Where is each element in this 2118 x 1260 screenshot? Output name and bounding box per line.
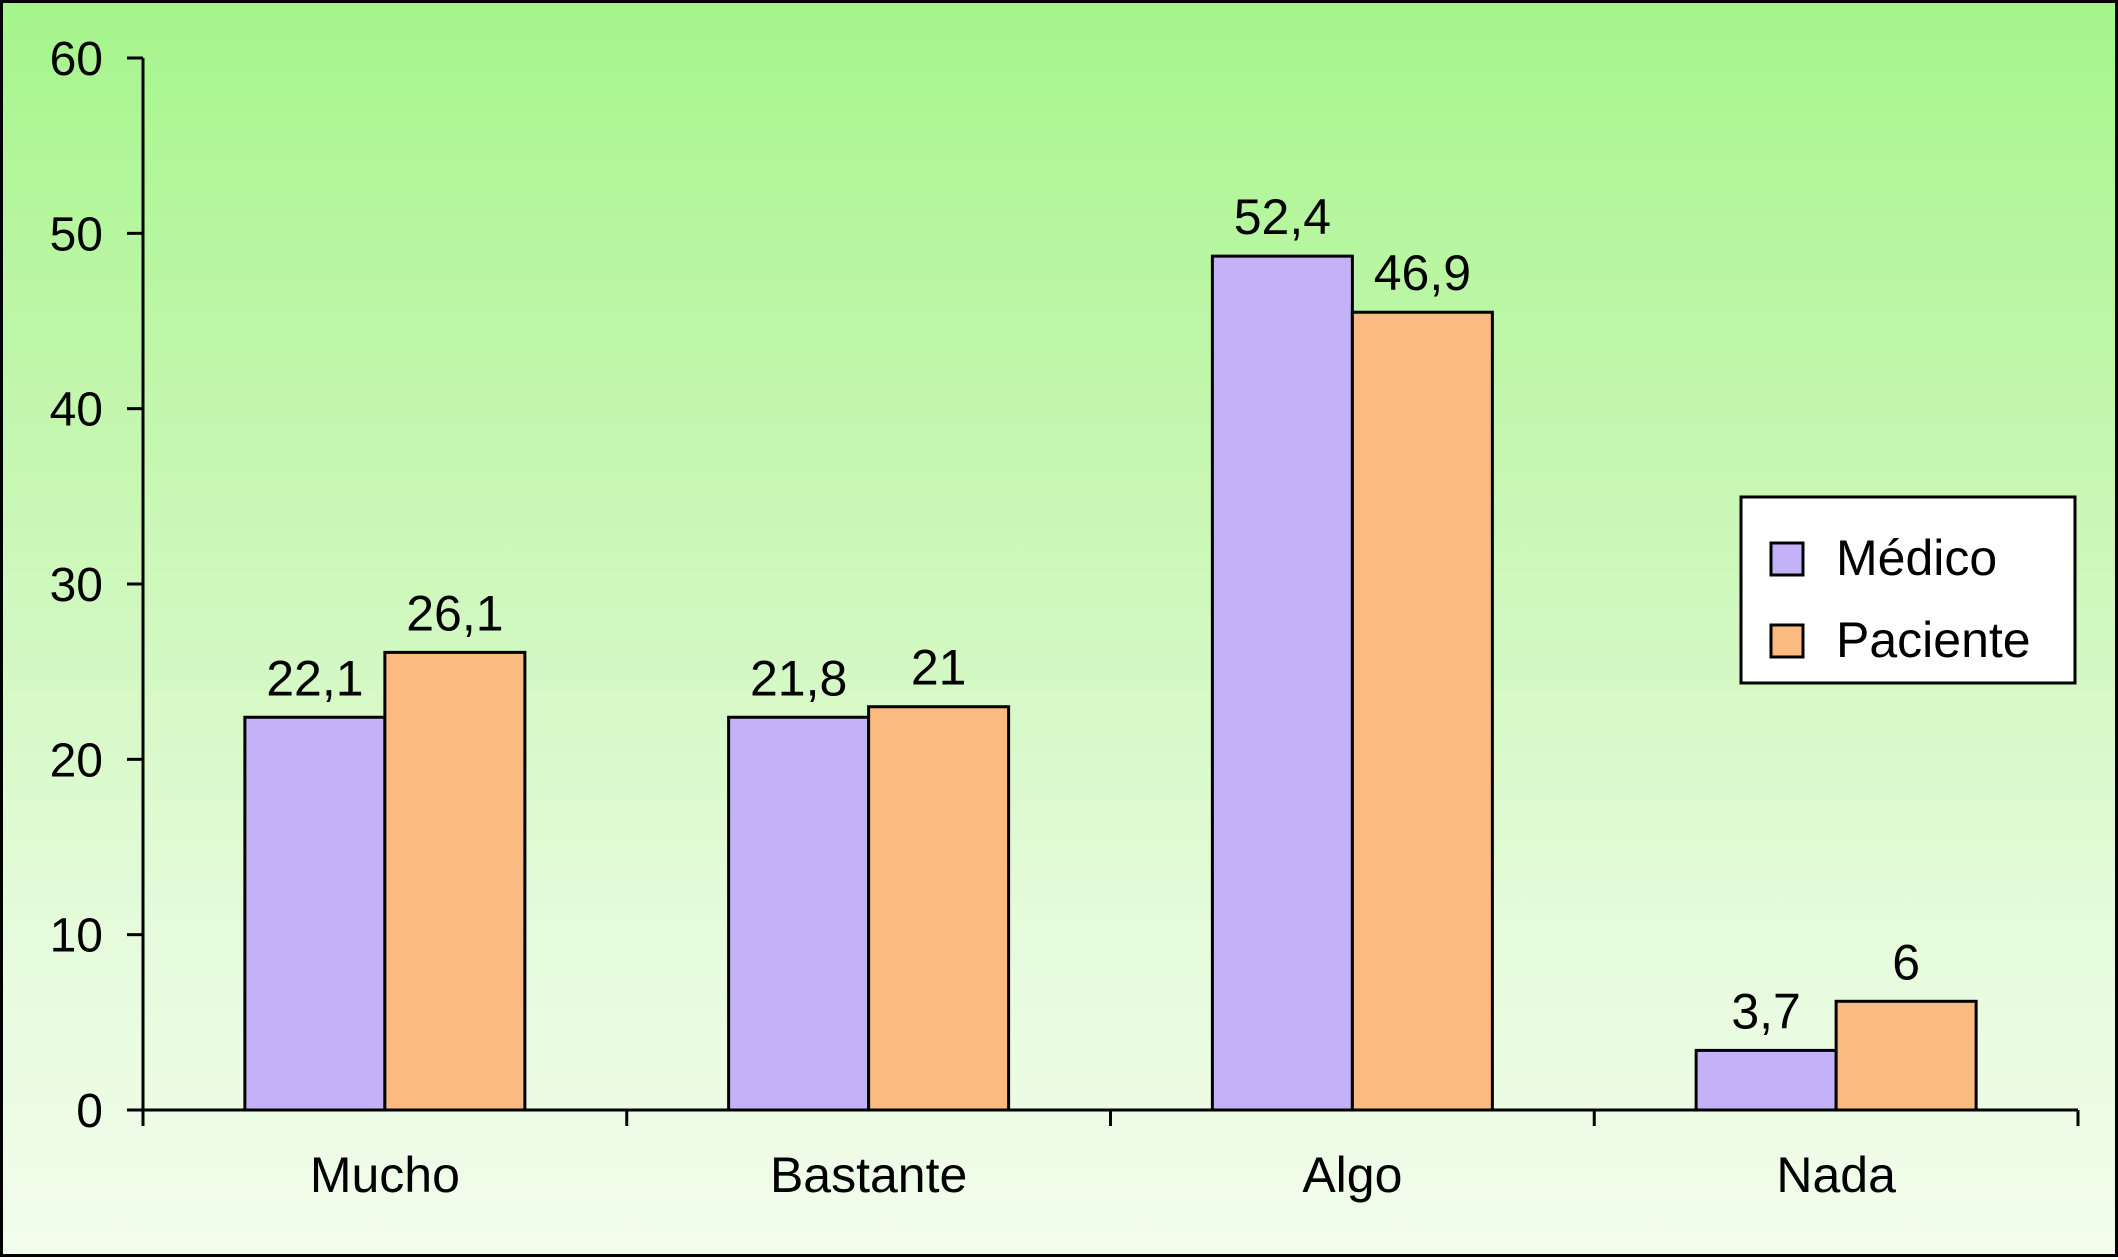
bar-m-dico-algo [1210,254,1354,1112]
data-label: 22,1 [266,650,363,706]
legend-swatch-paciente [1769,623,1805,659]
data-label: 6 [1892,934,1920,990]
y-tick-label: 30 [50,559,103,612]
data-labels: 22,1 21,8 52,4 3,7 26,1 21 46,9 6 [266,189,1920,1039]
y-tick-label: 60 [50,33,103,86]
y-tick-label: 50 [50,208,103,261]
data-label: 21,8 [750,650,847,706]
axes: 0 10 20 30 40 50 60 Mucho Bastante Algo Nada [50,33,2080,1203]
bars [243,254,1978,1112]
bar-m-dico-nada [1694,1048,1838,1112]
x-category-label: Mucho [310,1147,460,1203]
data-label: 26,1 [406,585,503,641]
x-category-label: Bastante [770,1147,967,1203]
data-label: 3,7 [1731,983,1801,1039]
legend-label: Paciente [1836,612,2031,668]
bar-paciente-nada [1834,999,1978,1112]
bar-paciente-bastante [867,705,1011,1112]
bar-paciente-algo [1350,310,1494,1112]
y-tick-label: 10 [50,910,103,963]
y-tick-label: 40 [50,384,103,437]
x-category-label: Algo [1302,1147,1402,1203]
y-tick-label: 0 [76,1085,103,1138]
x-category-label: Nada [1776,1147,1896,1203]
legend-label: Médico [1836,530,1997,586]
data-label: 21 [911,640,967,696]
bar-paciente-mucho [383,650,527,1112]
bar-m-dico-bastante [727,715,871,1112]
data-label: 52,4 [1234,189,1331,245]
legend: Médico Paciente [1739,495,2077,685]
data-label: 46,9 [1374,245,1471,301]
y-tick-label: 20 [50,734,103,787]
bar-m-dico-mucho [243,715,387,1112]
legend-swatch-m-dico [1769,541,1805,577]
